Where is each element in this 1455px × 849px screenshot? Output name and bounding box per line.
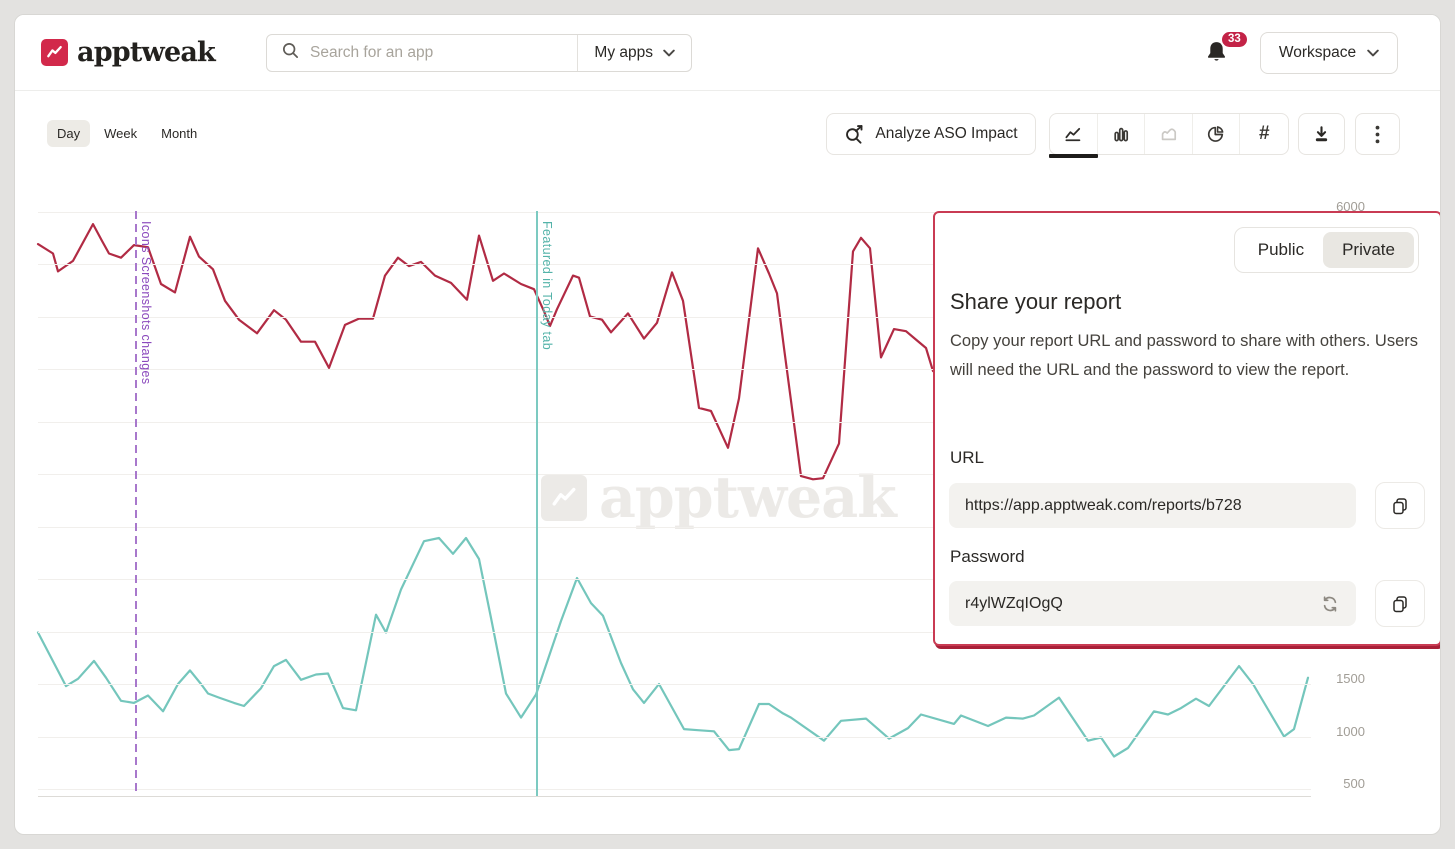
gridline (38, 474, 1311, 475)
annotation-label: Icons Screenshots changes (139, 221, 153, 385)
analyze-magnifier-arrow-icon (846, 124, 863, 144)
gridline (38, 736, 1311, 738)
chart-canvas[interactable] (15, 15, 1441, 835)
pie-chart-button[interactable] (1193, 114, 1241, 154)
annotation-line[interactable] (135, 211, 137, 796)
password-label: Password (950, 547, 1025, 566)
search-field-zone[interactable] (267, 35, 577, 71)
my-apps-dropdown[interactable]: My apps (577, 35, 691, 71)
visibility-toggle: Public Private (1233, 227, 1419, 273)
app-logo[interactable]: apptweak (41, 37, 216, 68)
bar-chart-icon (1114, 127, 1128, 142)
active-chart-type-indicator (1049, 154, 1098, 158)
gridline (38, 264, 1311, 265)
chevron-down-icon (663, 49, 675, 57)
period-week-button[interactable]: Week (94, 120, 147, 147)
pie-chart-icon (1208, 126, 1224, 142)
notification-count-badge: 33 (1220, 30, 1249, 49)
copy-url-button[interactable] (1375, 482, 1425, 529)
workspace-label: Workspace (1278, 44, 1357, 61)
more-options-button[interactable] (1355, 113, 1400, 155)
workspace-dropdown[interactable]: Workspace (1260, 32, 1398, 74)
private-button[interactable]: Private (1323, 232, 1414, 268)
period-day-button[interactable]: Day (47, 120, 91, 147)
share-report-modal: Public Private Share your report Copy yo… (933, 211, 1440, 646)
gridline (38, 789, 1311, 790)
area-chart-button[interactable] (1145, 114, 1193, 154)
gridline (38, 579, 1311, 580)
download-icon (1315, 125, 1328, 141)
y-axis-tick-label: 500 (1343, 776, 1365, 791)
annotation-line[interactable] (536, 211, 538, 796)
my-apps-label: My apps (594, 44, 653, 61)
copy-password-button[interactable] (1375, 580, 1425, 627)
period-toggle: Day Week Month (47, 120, 207, 147)
search-icon (281, 41, 300, 65)
top-bar: apptweak My apps 33 Workspace (15, 15, 1440, 91)
regenerate-password-button[interactable] (1317, 591, 1343, 617)
y-axis-tick-label: 1000 (1336, 723, 1365, 739)
apptweak-logo-icon (41, 39, 68, 66)
y-axis-tick-label: 6000 (1336, 198, 1365, 214)
watermark: apptweak (541, 464, 897, 531)
app-search-bar: My apps (266, 34, 692, 72)
gridline (38, 631, 1311, 633)
watermark-text: apptweak (599, 464, 897, 531)
analyze-button-label: Analyze ASO Impact (875, 125, 1018, 142)
analyze-aso-impact-button[interactable]: Analyze ASO Impact (826, 113, 1036, 155)
url-label: URL (950, 448, 985, 467)
area-chart-icon (1161, 128, 1176, 141)
bar-chart-button[interactable] (1098, 114, 1146, 154)
app-logo-text: apptweak (77, 37, 216, 68)
annotation-label: Featured in Today tab (540, 221, 554, 351)
url-input[interactable] (949, 483, 1356, 528)
hash-icon: # (1258, 123, 1270, 144)
gridline (38, 211, 1311, 213)
gridline (38, 316, 1311, 318)
download-button[interactable] (1298, 113, 1345, 155)
bell-icon (1207, 42, 1226, 61)
x-axis-line (38, 796, 1311, 797)
copy-icon (1393, 595, 1407, 612)
chart-type-switcher: # (1049, 113, 1289, 158)
gridline (38, 526, 1311, 528)
refresh-icon (1323, 596, 1337, 612)
public-button[interactable]: Public (1239, 232, 1323, 268)
modal-description: Copy your report URL and password to sha… (950, 332, 1419, 379)
line-chart-button[interactable] (1049, 114, 1098, 158)
series-line-series-2-teal (36, 536, 1310, 758)
series-line-series-1-red (36, 223, 935, 481)
modal-title: Share your report (950, 289, 1122, 314)
y-axis-tick-label: 1500 (1336, 671, 1365, 686)
main-card: apptweak 5001000150020002500300035004000… (14, 14, 1441, 835)
gridline (38, 684, 1311, 685)
watermark-logo-icon (541, 474, 587, 521)
search-input[interactable] (310, 44, 564, 62)
period-month-button[interactable]: Month (151, 120, 207, 147)
line-chart-icon (1065, 127, 1081, 142)
gridline (38, 369, 1311, 370)
notifications-button[interactable]: 33 (1203, 30, 1249, 73)
gridline (38, 421, 1311, 423)
copy-icon (1393, 497, 1407, 514)
password-input[interactable] (949, 581, 1356, 626)
chevron-down-icon (1367, 49, 1379, 57)
kebab-menu-icon (1375, 125, 1380, 143)
hash-metric-button[interactable]: # (1240, 114, 1288, 154)
